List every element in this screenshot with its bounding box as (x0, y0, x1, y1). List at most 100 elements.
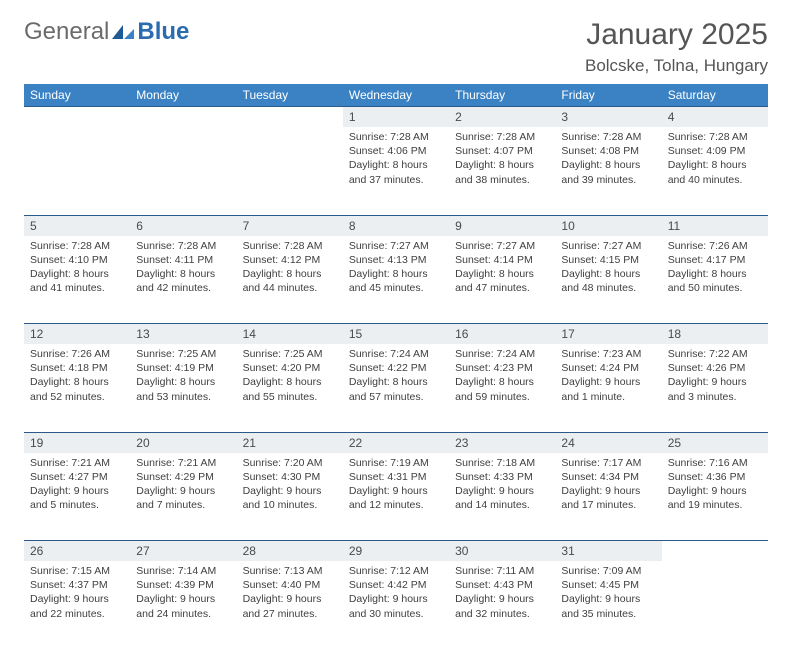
day-info-cell: Sunrise: 7:09 AMSunset: 4:45 PMDaylight:… (555, 561, 661, 649)
sunrise-text: Sunrise: 7:15 AM (30, 564, 124, 578)
day-info-cell: Sunrise: 7:28 AMSunset: 4:09 PMDaylight:… (662, 127, 768, 215)
weekday-header: Thursday (449, 84, 555, 107)
sunset-text: Sunset: 4:45 PM (561, 578, 655, 592)
daylight-text: Daylight: 8 hours and 41 minutes. (30, 267, 124, 295)
day-info-cell: Sunrise: 7:21 AMSunset: 4:27 PMDaylight:… (24, 453, 130, 541)
sunrise-text: Sunrise: 7:28 AM (136, 239, 230, 253)
sunset-text: Sunset: 4:13 PM (349, 253, 443, 267)
sunrise-text: Sunrise: 7:28 AM (349, 130, 443, 144)
weekday-header: Friday (555, 84, 661, 107)
daylight-text: Daylight: 8 hours and 53 minutes. (136, 375, 230, 403)
daylight-text: Daylight: 9 hours and 12 minutes. (349, 484, 443, 512)
day-info-cell: Sunrise: 7:12 AMSunset: 4:42 PMDaylight:… (343, 561, 449, 649)
sunrise-text: Sunrise: 7:21 AM (30, 456, 124, 470)
day-number-cell: 22 (343, 432, 449, 453)
sunset-text: Sunset: 4:06 PM (349, 144, 443, 158)
day-number-cell: 7 (237, 215, 343, 236)
day-number-cell: 9 (449, 215, 555, 236)
weekday-header: Saturday (662, 84, 768, 107)
day-info-cell: Sunrise: 7:28 AMSunset: 4:06 PMDaylight:… (343, 127, 449, 215)
day-number-cell: 27 (130, 541, 236, 562)
day-info-row: Sunrise: 7:28 AMSunset: 4:10 PMDaylight:… (24, 236, 768, 324)
sunrise-text: Sunrise: 7:26 AM (30, 347, 124, 361)
daylight-text: Daylight: 8 hours and 45 minutes. (349, 267, 443, 295)
day-info-row: Sunrise: 7:28 AMSunset: 4:06 PMDaylight:… (24, 127, 768, 215)
day-number-cell: 8 (343, 215, 449, 236)
day-info-cell: Sunrise: 7:16 AMSunset: 4:36 PMDaylight:… (662, 453, 768, 541)
sunset-text: Sunset: 4:08 PM (561, 144, 655, 158)
sunset-text: Sunset: 4:20 PM (243, 361, 337, 375)
sunrise-text: Sunrise: 7:11 AM (455, 564, 549, 578)
day-number-row: 19202122232425 (24, 432, 768, 453)
location: Bolcske, Tolna, Hungary (585, 56, 768, 76)
daylight-text: Daylight: 8 hours and 55 minutes. (243, 375, 337, 403)
sunset-text: Sunset: 4:33 PM (455, 470, 549, 484)
sunset-text: Sunset: 4:31 PM (349, 470, 443, 484)
day-number-cell: 19 (24, 432, 130, 453)
day-info-cell: Sunrise: 7:19 AMSunset: 4:31 PMDaylight:… (343, 453, 449, 541)
daylight-text: Daylight: 8 hours and 57 minutes. (349, 375, 443, 403)
sunset-text: Sunset: 4:29 PM (136, 470, 230, 484)
sunset-text: Sunset: 4:09 PM (668, 144, 762, 158)
day-number-cell (237, 107, 343, 128)
day-info-cell: Sunrise: 7:27 AMSunset: 4:13 PMDaylight:… (343, 236, 449, 324)
weekday-header-row: SundayMondayTuesdayWednesdayThursdayFrid… (24, 84, 768, 107)
day-number-cell: 15 (343, 324, 449, 345)
weekday-header: Wednesday (343, 84, 449, 107)
daylight-text: Daylight: 9 hours and 19 minutes. (668, 484, 762, 512)
sunset-text: Sunset: 4:36 PM (668, 470, 762, 484)
sunrise-text: Sunrise: 7:17 AM (561, 456, 655, 470)
day-number-cell (130, 107, 236, 128)
daylight-text: Daylight: 8 hours and 52 minutes. (30, 375, 124, 403)
sunset-text: Sunset: 4:18 PM (30, 361, 124, 375)
daylight-text: Daylight: 9 hours and 32 minutes. (455, 592, 549, 620)
sunrise-text: Sunrise: 7:16 AM (668, 456, 762, 470)
daylight-text: Daylight: 8 hours and 42 minutes. (136, 267, 230, 295)
daylight-text: Daylight: 9 hours and 1 minute. (561, 375, 655, 403)
daylight-text: Daylight: 9 hours and 17 minutes. (561, 484, 655, 512)
daylight-text: Daylight: 9 hours and 22 minutes. (30, 592, 124, 620)
sunrise-text: Sunrise: 7:21 AM (136, 456, 230, 470)
day-number-cell: 26 (24, 541, 130, 562)
title-block: January 2025 Bolcske, Tolna, Hungary (585, 18, 768, 76)
sunrise-text: Sunrise: 7:22 AM (668, 347, 762, 361)
day-info-cell: Sunrise: 7:27 AMSunset: 4:15 PMDaylight:… (555, 236, 661, 324)
day-info-cell: Sunrise: 7:24 AMSunset: 4:22 PMDaylight:… (343, 344, 449, 432)
day-number-cell: 13 (130, 324, 236, 345)
sunrise-text: Sunrise: 7:28 AM (668, 130, 762, 144)
logo-text-blue: Blue (137, 18, 189, 46)
day-number-cell: 12 (24, 324, 130, 345)
header: General Blue January 2025 Bolcske, Tolna… (24, 18, 768, 76)
calendar-table: SundayMondayTuesdayWednesdayThursdayFrid… (24, 84, 768, 649)
sunrise-text: Sunrise: 7:23 AM (561, 347, 655, 361)
sunset-text: Sunset: 4:14 PM (455, 253, 549, 267)
daylight-text: Daylight: 8 hours and 37 minutes. (349, 158, 443, 186)
sunset-text: Sunset: 4:26 PM (668, 361, 762, 375)
day-info-cell: Sunrise: 7:28 AMSunset: 4:11 PMDaylight:… (130, 236, 236, 324)
daylight-text: Daylight: 9 hours and 27 minutes. (243, 592, 337, 620)
day-info-cell (662, 561, 768, 649)
day-number-cell: 1 (343, 107, 449, 128)
daylight-text: Daylight: 9 hours and 7 minutes. (136, 484, 230, 512)
month-title: January 2025 (585, 18, 768, 52)
day-number-cell: 23 (449, 432, 555, 453)
day-number-cell: 16 (449, 324, 555, 345)
sunrise-text: Sunrise: 7:18 AM (455, 456, 549, 470)
sunrise-text: Sunrise: 7:27 AM (455, 239, 549, 253)
day-info-cell: Sunrise: 7:24 AMSunset: 4:23 PMDaylight:… (449, 344, 555, 432)
sunset-text: Sunset: 4:17 PM (668, 253, 762, 267)
day-info-cell (237, 127, 343, 215)
daylight-text: Daylight: 8 hours and 39 minutes. (561, 158, 655, 186)
day-info-cell (24, 127, 130, 215)
daylight-text: Daylight: 9 hours and 14 minutes. (455, 484, 549, 512)
sunrise-text: Sunrise: 7:09 AM (561, 564, 655, 578)
weekday-header: Tuesday (237, 84, 343, 107)
weekday-header: Monday (130, 84, 236, 107)
day-info-cell: Sunrise: 7:14 AMSunset: 4:39 PMDaylight:… (130, 561, 236, 649)
sunset-text: Sunset: 4:34 PM (561, 470, 655, 484)
sunset-text: Sunset: 4:30 PM (243, 470, 337, 484)
daylight-text: Daylight: 9 hours and 24 minutes. (136, 592, 230, 620)
day-number-cell (662, 541, 768, 562)
day-info-cell: Sunrise: 7:23 AMSunset: 4:24 PMDaylight:… (555, 344, 661, 432)
sunrise-text: Sunrise: 7:14 AM (136, 564, 230, 578)
